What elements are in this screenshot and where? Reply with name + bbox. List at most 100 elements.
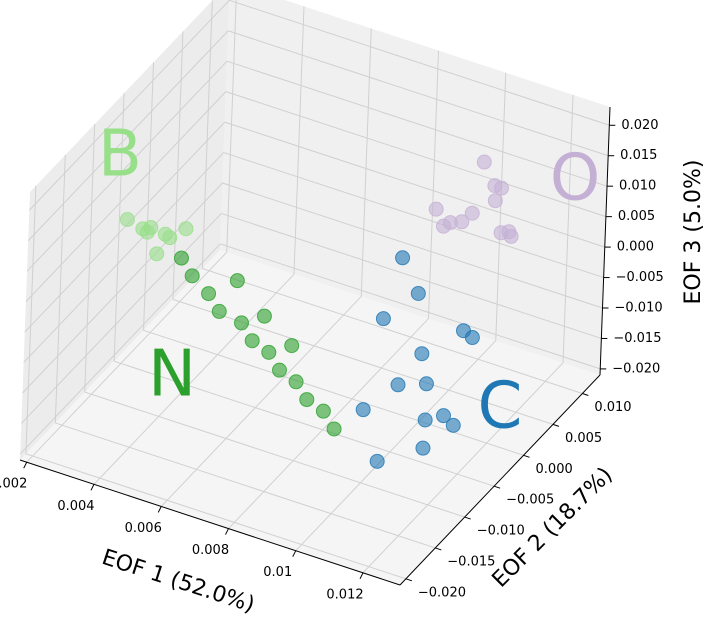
panes	[20, 0, 610, 585]
grid-line	[226, 60, 608, 187]
tick-mark	[359, 572, 364, 580]
grid-line	[25, 453, 407, 580]
tick-mark	[582, 393, 589, 397]
data-point	[261, 344, 277, 360]
z-tick-label: 0.005	[618, 209, 655, 224]
x-tick-label: 0.008	[192, 543, 229, 558]
grid-line	[113, 93, 125, 362]
grid-line	[223, 152, 604, 279]
data-point	[201, 286, 217, 302]
data-point	[229, 273, 245, 289]
data-point	[326, 421, 342, 437]
data-point	[211, 303, 227, 319]
data-point	[428, 201, 444, 217]
z-axis-title: EOF 3 (5.0%)	[681, 160, 706, 305]
y-tick-label: −0.015	[447, 554, 495, 569]
grid-line	[143, 329, 524, 456]
data-point	[417, 412, 433, 428]
data-point	[299, 392, 315, 408]
data-point	[476, 154, 492, 170]
grid-line	[55, 422, 436, 549]
grid-line	[360, 28, 372, 297]
grid-line	[160, 296, 362, 507]
grid-line	[25, 185, 37, 454]
data-point	[436, 408, 452, 424]
grid-line	[220, 243, 601, 370]
left-pane	[20, 0, 230, 460]
tick-mark	[464, 516, 471, 520]
cluster-label: C	[478, 370, 523, 444]
data-point	[445, 417, 461, 433]
grid-line	[23, 152, 224, 363]
tick-mark	[405, 578, 413, 582]
z-tick-label: 0.020	[621, 118, 658, 133]
data-point	[315, 403, 331, 419]
data-point	[442, 215, 458, 231]
floor-pane	[20, 250, 600, 585]
x-tick-label: 0.002	[0, 477, 27, 492]
data-point	[233, 315, 249, 331]
data-point	[162, 230, 178, 246]
grid-line	[562, 94, 574, 363]
data-point	[284, 338, 300, 354]
data-point	[390, 377, 406, 393]
data-point	[375, 311, 391, 327]
x-axis-title: EOF 1 (52.0%)	[99, 545, 258, 618]
data-point	[487, 178, 503, 194]
tick-mark	[435, 547, 442, 551]
data-point	[184, 268, 200, 284]
grid-line	[293, 6, 305, 275]
grid-line	[228, 318, 429, 529]
y-tick-label: −0.005	[506, 493, 554, 508]
data-point	[173, 250, 189, 266]
data-point	[119, 212, 135, 228]
grid-line	[26, 251, 228, 463]
tick-mark	[493, 485, 501, 489]
tick-mark	[523, 454, 530, 458]
tick-mark	[552, 423, 560, 427]
data-point	[414, 346, 430, 362]
cluster-label: O	[550, 142, 600, 216]
grid-line	[26, 60, 228, 272]
grid-line	[21, 213, 222, 424]
z-tick-label: −0.010	[615, 301, 663, 316]
data-point	[355, 402, 371, 418]
data-point	[464, 330, 480, 346]
grid-line	[222, 182, 603, 309]
grid-line	[224, 121, 605, 248]
grid-line	[295, 340, 497, 552]
data-point	[369, 453, 385, 469]
grid-line	[202, 268, 583, 395]
tick-mark	[23, 461, 28, 469]
tick-mark	[157, 506, 162, 513]
grid-line	[201, 0, 213, 269]
z-axis-line	[599, 106, 611, 376]
x-tick-label: 0.01	[263, 565, 292, 580]
tick-mark	[90, 484, 95, 491]
z-tick-label: 0.015	[620, 148, 657, 163]
grid-line	[228, 30, 609, 157]
grid	[19, 0, 610, 580]
data-point	[487, 193, 503, 209]
data-point	[395, 250, 411, 266]
grid-line	[27, 30, 229, 242]
data-point	[244, 333, 260, 349]
data-point	[464, 205, 480, 221]
cluster-label: B	[98, 118, 142, 192]
grid-line	[172, 31, 184, 300]
y-tick-label: −0.020	[418, 585, 466, 600]
grid-line	[113, 360, 495, 487]
grid-line	[93, 273, 295, 485]
grid-line	[84, 124, 96, 393]
grid-line	[495, 72, 507, 341]
grid-line	[28, 0, 230, 211]
grid-line	[226, 0, 237, 253]
y-tick-label: −0.010	[477, 524, 525, 539]
y-tick-label: 0.010	[594, 400, 631, 415]
data-point	[178, 221, 194, 237]
data-point	[149, 246, 165, 262]
x-tick-label: 0.012	[326, 587, 363, 602]
z-tick-label: −0.020	[612, 361, 660, 376]
grid-line	[84, 391, 465, 518]
